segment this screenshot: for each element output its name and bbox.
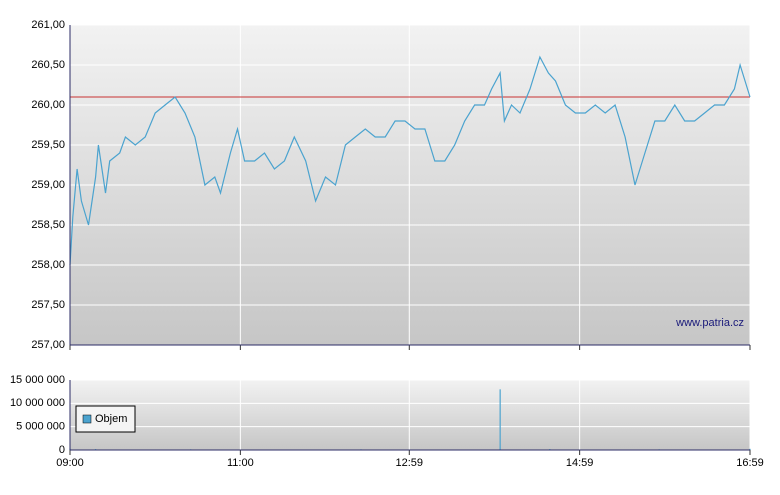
x-tick-label: 11:00	[227, 457, 254, 469]
y-tick-label: 261,00	[31, 19, 65, 31]
y-tick-label: 10 000 000	[10, 397, 65, 409]
y-tick-label: 258,50	[31, 219, 65, 231]
watermark: www.patria.cz	[675, 317, 744, 329]
x-tick-label: 12:59	[396, 457, 424, 469]
y-tick-label: 0	[59, 444, 65, 456]
y-tick-label: 259,50	[31, 139, 65, 151]
volume-bar	[500, 389, 501, 450]
y-tick-label: 15 000 000	[10, 374, 65, 386]
y-tick-label: 260,50	[31, 59, 65, 71]
y-tick-label: 258,00	[31, 259, 65, 271]
y-tick-label: 259,00	[31, 179, 65, 191]
x-tick-label: 16:59	[736, 457, 764, 469]
legend-label: Objem	[95, 413, 127, 425]
y-tick-label: 257,00	[31, 339, 65, 351]
y-tick-label: 5 000 000	[16, 421, 65, 433]
legend-swatch	[83, 415, 91, 423]
plot-area	[70, 380, 750, 450]
y-tick-label: 257,50	[31, 299, 65, 311]
x-tick-label: 14:59	[566, 457, 594, 469]
x-tick-label: 09:00	[56, 457, 84, 469]
y-tick-label: 260,00	[31, 99, 65, 111]
